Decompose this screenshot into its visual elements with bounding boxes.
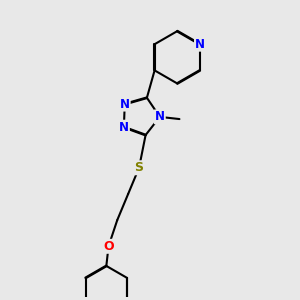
Text: N: N (120, 98, 130, 111)
Text: N: N (119, 121, 129, 134)
Text: S: S (135, 161, 144, 174)
Text: N: N (195, 38, 205, 51)
Text: N: N (155, 110, 165, 123)
Text: O: O (103, 240, 114, 253)
